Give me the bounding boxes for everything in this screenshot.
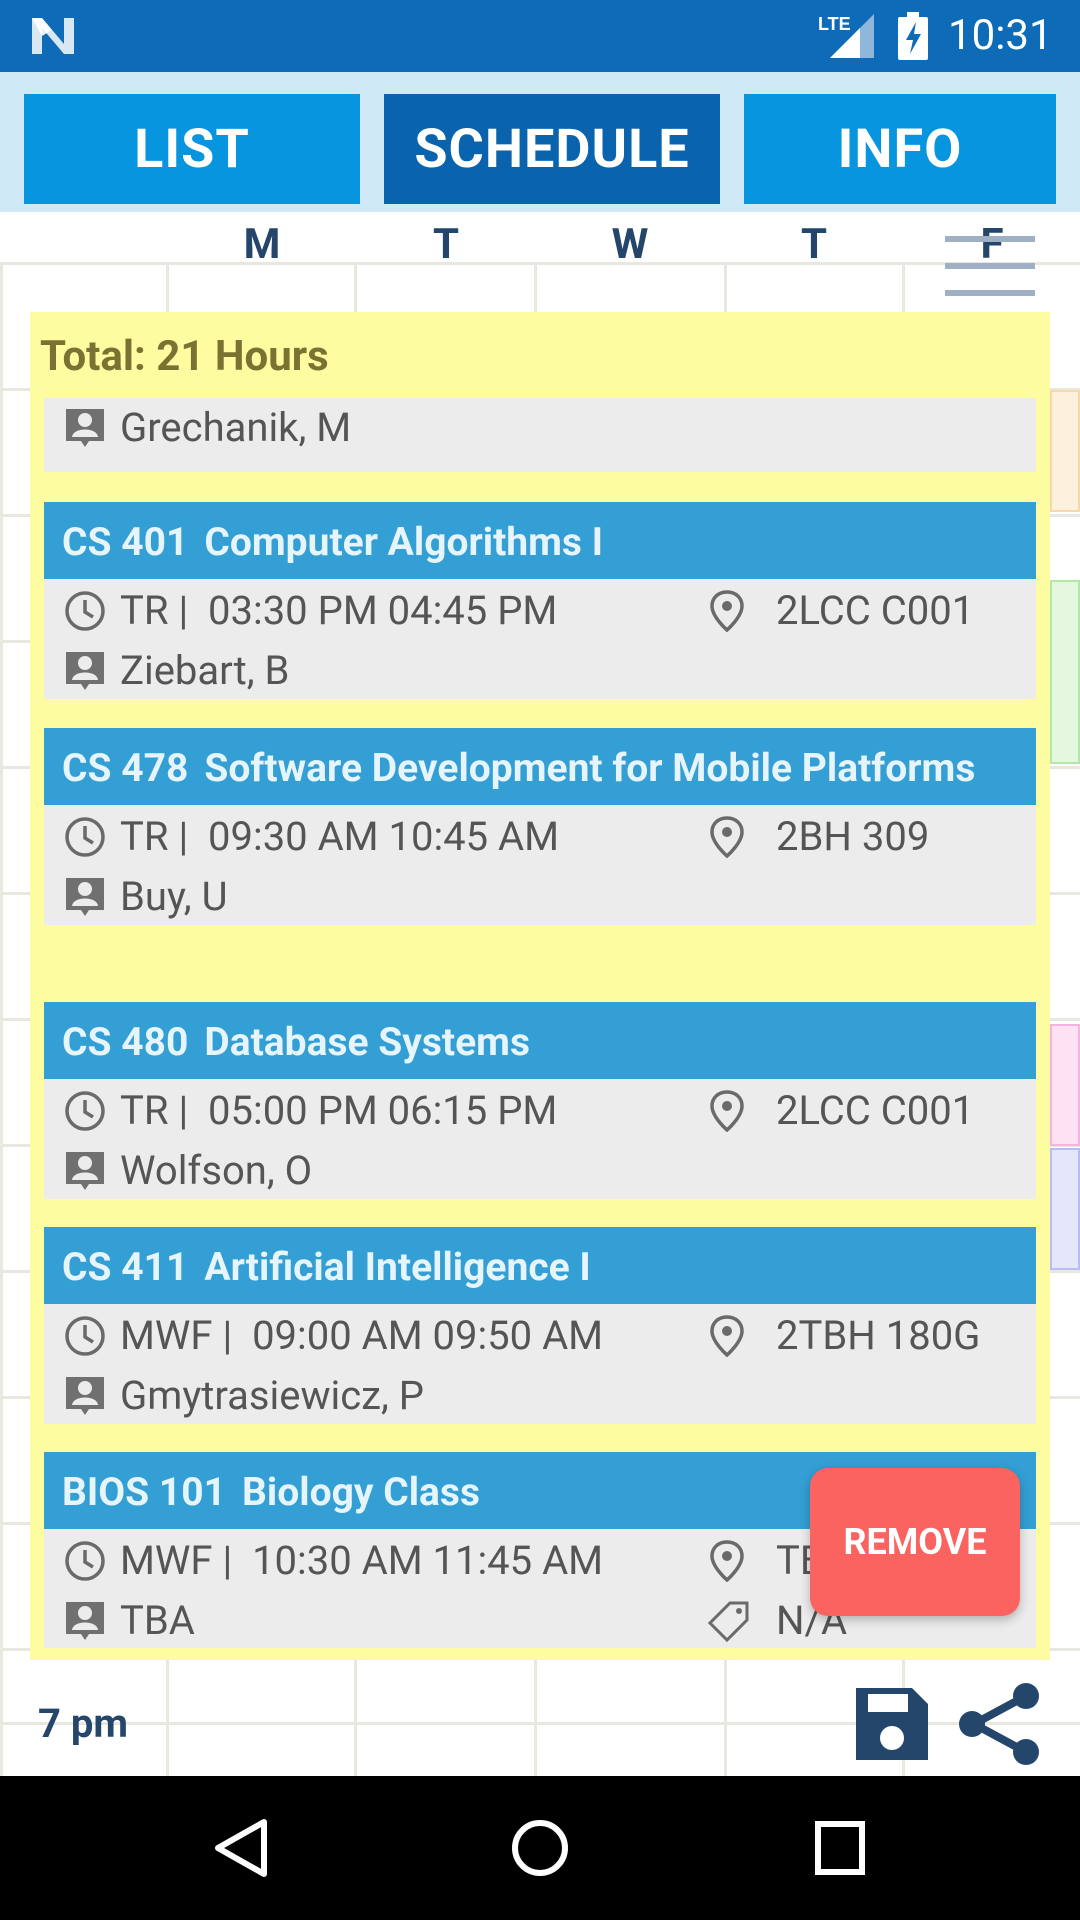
day-header-thursday: T [800,220,828,269]
course-code: CS 478 [62,745,189,791]
tab-info[interactable]: INFO [744,94,1056,204]
course-code: BIOS 101 [62,1469,227,1515]
class-block[interactable] [1050,1148,1080,1270]
course-time: 05:00 PM 06:15 PM [208,1087,558,1134]
tag-icon [708,1601,749,1642]
back-icon[interactable] [210,1816,274,1880]
course-location: 2TBH 180G [776,1312,981,1359]
course-name: Biology Class [242,1469,480,1515]
class-block[interactable] [1050,1024,1080,1146]
remove-button[interactable]: REMOVE [810,1468,1020,1616]
clock-icon [65,1540,105,1581]
course-name: Database Systems [204,1019,530,1065]
day-header-friday: F [980,220,1004,269]
course-days: TR | [120,1087,189,1134]
course-days: MWF | [120,1537,233,1584]
person-icon [66,408,104,447]
time-label: 7 pm [38,1700,129,1747]
instructor-name: Grechanik, M [120,404,352,451]
clock-icon [65,1315,105,1356]
person-icon [66,1601,104,1640]
course-list[interactable]: Grechanik, M CS 401 Computer Algorithms … [44,398,1036,1648]
course-location: 2LCC C001 [776,587,975,634]
tab-schedule[interactable]: SCHEDULE [384,94,720,204]
n-logo-icon [32,18,74,54]
course-panel: Total: 21 Hours Grechanik, M CS 401 Comp… [30,312,1050,1660]
day-header-monday: M [243,220,281,269]
clock-icon [65,590,105,631]
class-block[interactable] [1050,580,1080,764]
person-icon [66,1151,104,1190]
share-icon[interactable] [956,1680,1040,1768]
menu-icon[interactable] [945,236,1035,298]
course-code: CS 480 [62,1019,189,1065]
instructor-name: Gmytrasiewicz, P [120,1372,425,1419]
course-location: 2LCC C001 [776,1087,975,1134]
instructor-name: Ziebart, B [120,647,290,694]
tab-bar: LIST SCHEDULE INFO [0,72,1080,212]
course-time: 03:30 PM 04:45 PM [208,587,558,634]
location-pin-icon [710,1089,744,1132]
day-header-wednesday: W [611,220,649,269]
navigation-bar [0,1776,1080,1920]
course-name: Computer Algorithms I [204,519,604,565]
course-time: 10:30 AM 11:45 AM [252,1537,604,1584]
location-pin-icon [710,589,744,632]
person-icon [66,877,104,916]
course-days: TR | [120,813,189,860]
location-pin-icon [710,815,744,858]
course-time: 09:00 AM 09:50 AM [252,1312,604,1359]
course-card[interactable]: CS 478 Software Development for Mobile P… [44,728,1036,925]
svg-text:LTE: LTE [818,14,851,34]
course-card[interactable]: Grechanik, M [44,398,1036,472]
tab-list[interactable]: LIST [24,94,360,204]
course-name: Artificial Intelligence I [204,1244,591,1290]
person-icon [66,651,104,690]
location-pin-icon [710,1539,744,1582]
instructor-name: Buy, U [120,873,228,920]
lte-signal-icon: LTE [818,14,874,58]
course-card[interactable]: CS 411 Artificial Intelligence I MWF | 0… [44,1227,1036,1424]
class-block[interactable] [1050,390,1080,512]
day-header-tuesday: T [432,220,460,269]
course-card[interactable]: CS 480 Database Systems TR | 05:00 PM 06… [44,1002,1036,1199]
course-code: CS 411 [62,1244,189,1290]
home-icon[interactable] [510,1816,570,1880]
instructor-name: TBA [120,1597,195,1644]
battery-charging-icon [898,12,928,60]
course-time: 09:30 AM 10:45 AM [208,813,560,860]
save-icon[interactable] [852,1684,932,1764]
total-hours: Total: 21 Hours [40,332,329,381]
person-icon [66,1376,104,1415]
course-name: Software Development for Mobile Platform… [204,745,976,791]
course-days: MWF | [120,1312,233,1359]
status-bar: LTE 10:31 [0,0,1080,72]
clock-icon [65,816,105,857]
course-days: TR | [120,587,189,634]
recent-apps-icon[interactable] [814,1820,866,1876]
course-card[interactable]: CS 401 Computer Algorithms I TR | 03:30 … [44,502,1036,699]
instructor-name: Wolfson, O [120,1147,313,1194]
course-code: CS 401 [62,519,189,565]
status-time: 10:31 [948,11,1053,60]
clock-icon [65,1090,105,1131]
location-pin-icon [710,1314,744,1357]
course-location: 2BH 309 [776,813,930,860]
